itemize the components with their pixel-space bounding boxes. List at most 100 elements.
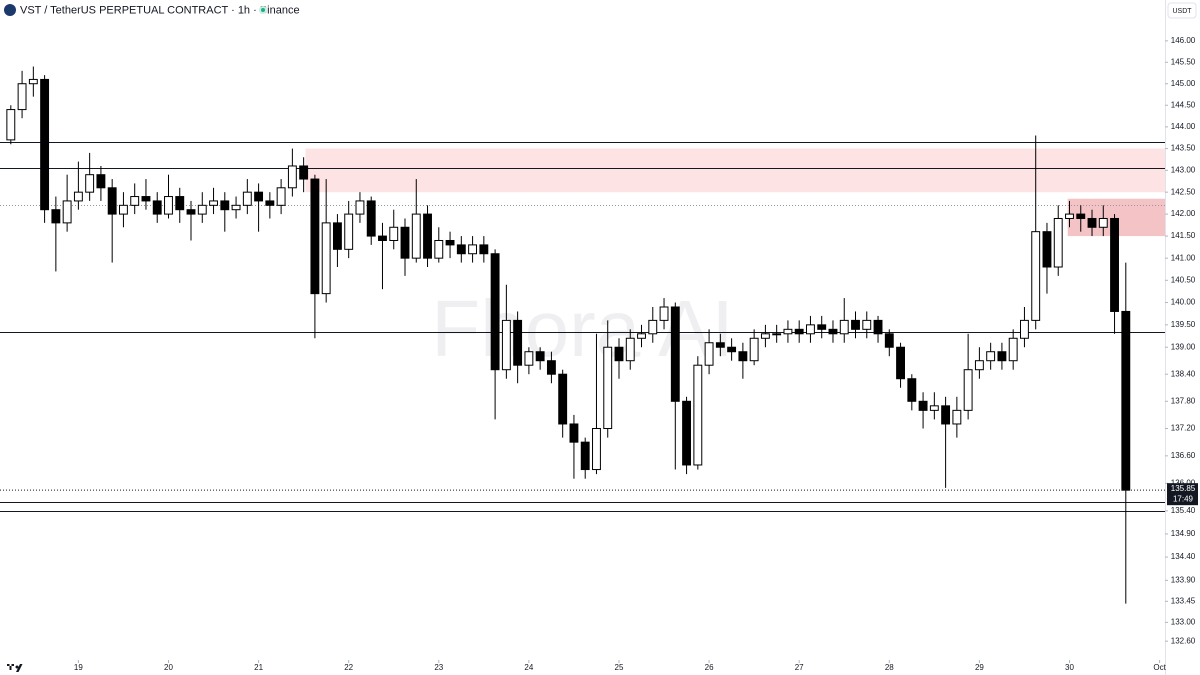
candle-body (1020, 319, 1029, 339)
candle-body (468, 244, 478, 255)
candle-body (389, 226, 399, 241)
candle-body (884, 333, 894, 348)
candle-body (580, 441, 590, 471)
candle-body (175, 196, 185, 211)
currency-button[interactable] (1167, 2, 1197, 19)
y-tick-label: 144.50 (1171, 100, 1196, 109)
candle-body (851, 319, 860, 330)
candle-body (276, 187, 286, 206)
last-price-box (1167, 483, 1198, 506)
y-tick-label: 139.50 (1171, 320, 1196, 329)
candle-body (648, 319, 658, 335)
candle-body (659, 306, 669, 321)
candle-body (704, 342, 714, 366)
y-tick-label: 137.80 (1171, 396, 1196, 405)
x-tick-label: 20 (164, 663, 173, 672)
candle-body (28, 78, 38, 85)
candle-body (501, 319, 511, 371)
x-tick-label: 24 (524, 663, 533, 672)
candle-body (963, 369, 973, 411)
candle-body (164, 196, 173, 215)
candle-body (1087, 217, 1097, 228)
candle-body (693, 364, 703, 466)
candle-body (355, 200, 365, 215)
y-tick-label: 142.00 (1171, 209, 1196, 218)
watermark: Fhora AI (431, 284, 733, 373)
candle-body (490, 253, 500, 371)
candle-body (862, 319, 872, 330)
candle-body (873, 319, 883, 335)
candle-body (1076, 213, 1086, 219)
candle-body (1110, 217, 1119, 312)
currency-label[interactable]: USDT (1172, 8, 1192, 15)
candle-body (614, 346, 624, 362)
candle-body (817, 324, 827, 330)
x-tick-label: 27 (795, 663, 804, 672)
candle-body (17, 83, 27, 111)
x-tick-label: 29 (975, 663, 984, 672)
candle-body (73, 191, 83, 202)
y-tick-label: 145.00 (1171, 79, 1196, 88)
countdown-label: 17:49 (1173, 494, 1194, 503)
candle-body (254, 191, 264, 202)
candle-body (434, 239, 444, 259)
candle-body (952, 409, 962, 425)
candle-body (569, 423, 579, 443)
candle-body (986, 351, 996, 362)
candle-body (546, 360, 556, 375)
candle-body (265, 200, 275, 206)
candle-body (806, 324, 815, 335)
candle-body (231, 204, 241, 211)
candle-body (625, 337, 635, 362)
y-tick-label: 136.60 (1171, 451, 1196, 460)
candle-body (51, 209, 61, 224)
candle-body (637, 333, 646, 339)
candle-body (772, 333, 782, 336)
candle-body (558, 373, 568, 425)
candle-body (524, 351, 534, 366)
candle-body (118, 204, 128, 215)
candle-body (152, 200, 162, 215)
candle-body (6, 109, 16, 141)
x-tick-label: Oct (1153, 663, 1166, 672)
y-tick-label: 133.90 (1171, 575, 1196, 584)
candle-body (62, 200, 72, 224)
candle-body (1031, 231, 1041, 321)
candle-body (907, 378, 917, 402)
x-tick-label: 28 (885, 663, 894, 672)
candle-body (186, 209, 196, 215)
candle-body (974, 360, 984, 371)
status-dot (261, 8, 265, 12)
y-tick-label: 142.50 (1171, 187, 1196, 196)
candle-body (929, 405, 939, 411)
candle-body (344, 213, 354, 250)
candle-body (682, 400, 692, 466)
candle-body (85, 174, 95, 193)
candle-body (299, 165, 309, 180)
candle-body (670, 306, 680, 402)
candle-body (738, 351, 748, 362)
candle-body (479, 244, 489, 255)
x-tick-label: 21 (254, 663, 263, 672)
candle-body (400, 226, 410, 259)
candle-body (749, 337, 759, 362)
candle-body (997, 351, 1007, 362)
y-tick-label: 134.40 (1171, 552, 1196, 561)
y-tick-label: 144.00 (1171, 122, 1196, 131)
symbol-logo (4, 4, 16, 16)
candle-body (513, 319, 523, 366)
candle-body (535, 351, 545, 362)
x-tick-label: 22 (344, 663, 353, 672)
candle-body (197, 204, 207, 215)
candle-body (1053, 217, 1063, 268)
candle-body (423, 213, 432, 259)
candle-body (220, 200, 230, 211)
x-tick-label: 26 (705, 663, 714, 672)
y-tick-label: 140.00 (1171, 298, 1196, 307)
candle-body (727, 346, 737, 353)
candle-body (366, 200, 376, 237)
y-tick-label: 143.00 (1171, 165, 1196, 174)
candle-body (896, 346, 905, 380)
